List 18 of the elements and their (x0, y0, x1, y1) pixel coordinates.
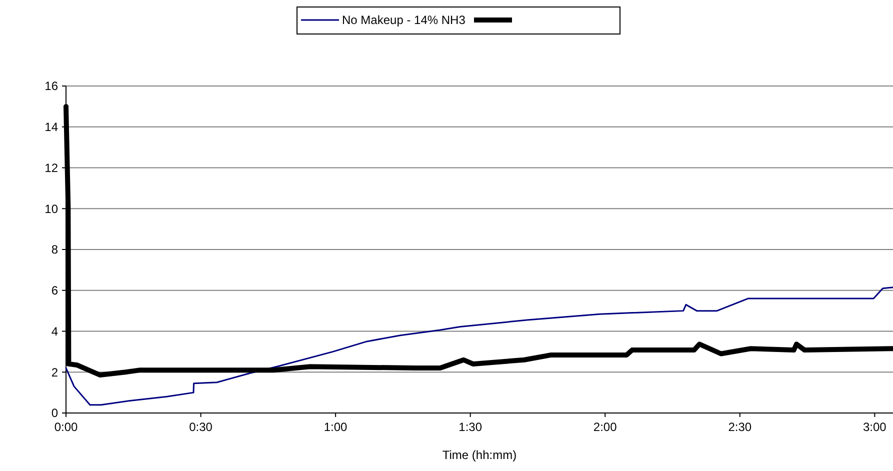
y-tick-label: 6 (51, 284, 58, 298)
x-tick-label: 1:30 (458, 420, 482, 434)
x-tick-label: 3:00 (862, 420, 887, 434)
x-axis-title: Time (hh:mm) (442, 448, 517, 462)
y-tick-label: 14 (44, 120, 58, 134)
x-tick-label: 1:00 (324, 420, 348, 434)
y-tick-label: 16 (44, 79, 58, 94)
y-tick-label: 4 (51, 324, 58, 338)
y-tick-label: 2 (51, 365, 58, 380)
x-tick-label: 2:00 (593, 420, 618, 434)
legend-label: No Makeup - 14% NH3 (342, 13, 466, 28)
y-tick-label: 12 (44, 160, 58, 175)
y-tick-label: 10 (44, 202, 58, 216)
y-tick-label: 8 (51, 242, 58, 257)
x-tick-label: 0:00 (54, 420, 78, 434)
x-tick-label: 2:30 (728, 420, 752, 434)
x-tick-label: 0:30 (189, 420, 213, 434)
y-tick-label: 0 (51, 406, 58, 420)
